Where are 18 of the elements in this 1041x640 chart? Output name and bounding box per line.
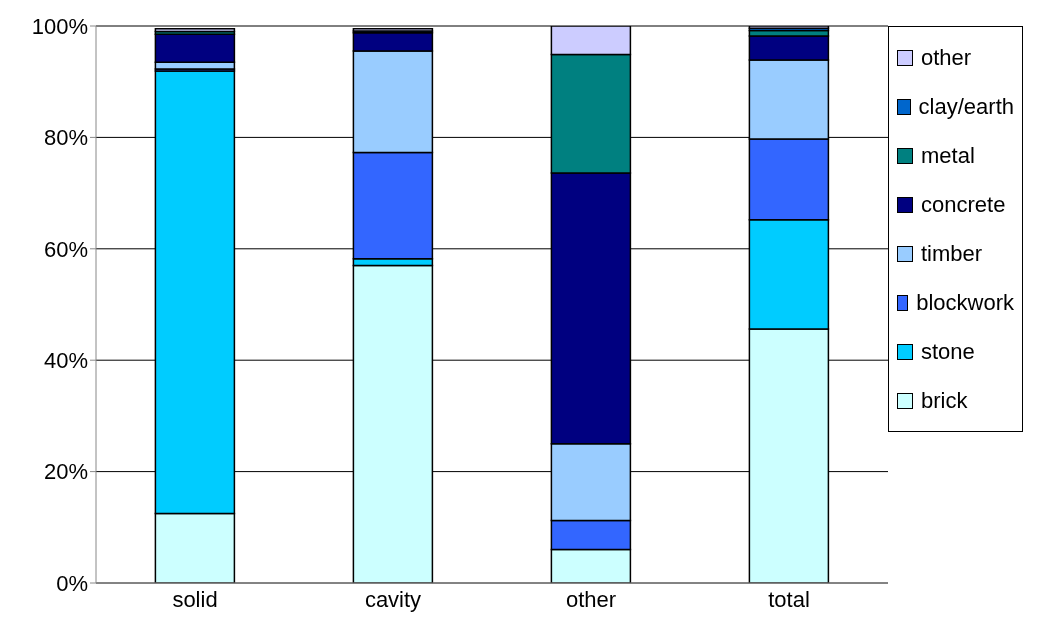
legend-label: concrete [921,191,1006,218]
legend-label: blockwork [916,289,1014,316]
legend-label: metal [921,142,975,169]
y-tick-label: 80% [43,125,88,151]
y-tick-label: 40% [43,348,88,374]
y-tick-label: 0% [56,570,88,596]
y-tick-label: 20% [43,459,88,485]
legend-label: other [921,44,972,71]
x-tick-label: other [565,586,617,612]
x-tick-label: total [768,586,810,612]
legend-label: brick [921,387,968,414]
legend-label: timber [921,240,983,267]
y-tick-label: 60% [43,236,88,262]
x-tick-label: cavity [364,586,422,612]
y-tick-label: 100% [31,13,88,39]
legend-label: clay/earth [918,93,1014,120]
x-tick-label: solid [172,586,218,612]
legend-label: stone [921,338,975,365]
